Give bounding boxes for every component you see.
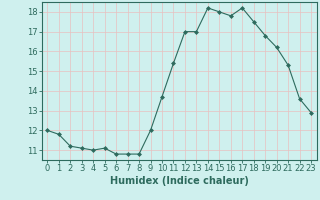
- X-axis label: Humidex (Indice chaleur): Humidex (Indice chaleur): [110, 176, 249, 186]
